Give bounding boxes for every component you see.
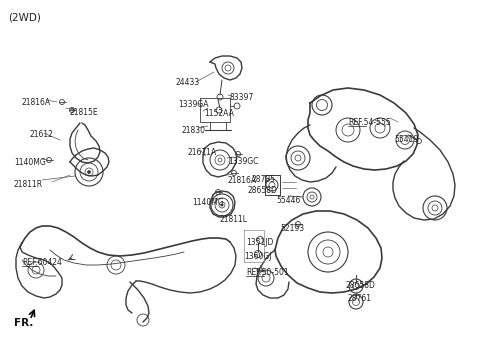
- Text: 28658D: 28658D: [248, 186, 278, 195]
- Text: 28761: 28761: [348, 294, 372, 303]
- Text: 55419: 55419: [394, 135, 418, 144]
- Text: REF.50-501: REF.50-501: [246, 268, 288, 277]
- Text: (2WD): (2WD): [8, 12, 41, 22]
- Text: FR.: FR.: [14, 318, 34, 328]
- Text: 28785: 28785: [252, 175, 276, 184]
- Text: 1140MG: 1140MG: [192, 198, 224, 207]
- Text: 1140MG: 1140MG: [14, 158, 46, 167]
- Text: 83397: 83397: [230, 93, 254, 102]
- Text: 21811L: 21811L: [220, 215, 248, 224]
- Text: 21816A: 21816A: [22, 98, 51, 107]
- Circle shape: [221, 204, 223, 206]
- Text: 28658D: 28658D: [346, 281, 376, 290]
- Text: 21811R: 21811R: [14, 180, 43, 189]
- Text: 21612: 21612: [30, 130, 54, 139]
- Text: 21611A: 21611A: [188, 148, 217, 157]
- Text: 1360GJ: 1360GJ: [244, 252, 272, 261]
- Text: REF.60424: REF.60424: [22, 258, 62, 267]
- Text: 55446: 55446: [276, 196, 300, 205]
- Circle shape: [87, 171, 91, 174]
- Text: 1339GA: 1339GA: [178, 100, 208, 109]
- Text: REF.54-555: REF.54-555: [348, 118, 391, 127]
- Text: 1339GC: 1339GC: [228, 157, 259, 166]
- Text: 24433: 24433: [176, 78, 200, 87]
- Text: 1351JD: 1351JD: [246, 238, 274, 247]
- Text: 52193: 52193: [280, 224, 304, 233]
- Text: 1152AA: 1152AA: [204, 109, 234, 118]
- Text: 21816A: 21816A: [228, 176, 257, 185]
- Text: 21815E: 21815E: [70, 108, 98, 117]
- Text: 21830: 21830: [182, 126, 206, 135]
